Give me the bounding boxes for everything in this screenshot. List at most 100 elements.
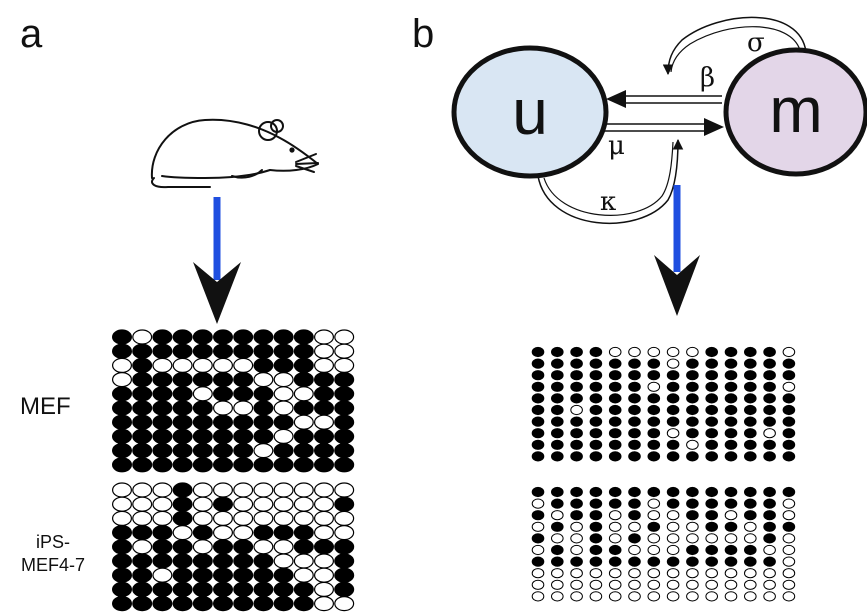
methylated-site — [744, 498, 757, 509]
unmethylated-site — [273, 510, 294, 527]
methylated-site — [570, 358, 583, 369]
unmethylated-site — [253, 482, 274, 498]
unmethylated-site — [132, 329, 153, 345]
methylated-site — [628, 393, 641, 404]
methylated-site — [589, 544, 603, 556]
methylated-site — [647, 486, 661, 498]
unmethylated-site — [666, 521, 680, 532]
methylated-site — [608, 439, 622, 450]
methylated-site — [570, 428, 583, 439]
methylated-site — [531, 556, 545, 567]
unmethylated-site — [782, 579, 796, 590]
methylated-site — [763, 556, 776, 567]
methylated-site — [213, 372, 234, 388]
methylated-site — [152, 539, 173, 555]
unmethylated-site — [782, 591, 796, 602]
unmethylated-site — [608, 591, 622, 602]
methylated-site — [705, 510, 719, 521]
methylated-site — [192, 372, 213, 388]
methylated-site — [253, 524, 274, 541]
methylated-site — [744, 416, 757, 427]
methylated-site — [686, 498, 699, 509]
methylated-site — [233, 386, 254, 402]
kappa-label: κ — [600, 187, 616, 217]
methylated-site — [570, 370, 583, 381]
methylated-site — [686, 544, 699, 556]
methylated-site — [782, 416, 796, 427]
unmethylated-site — [724, 591, 738, 602]
methylated-site — [293, 581, 314, 598]
methylated-site — [570, 510, 583, 521]
unmethylated-site — [763, 568, 776, 579]
unmethylated-site — [293, 386, 314, 402]
methylated-site — [152, 400, 173, 416]
methylated-site — [608, 428, 622, 439]
unmethylated-site — [686, 521, 699, 532]
unmethylated-site — [705, 568, 719, 579]
unmethylated-site — [608, 579, 622, 590]
methylated-site — [551, 358, 564, 369]
unmethylated-site — [763, 591, 776, 602]
mef-label: MEF — [20, 393, 71, 420]
panel-a: a MEF iPS- MEF4-7 — [20, 12, 355, 612]
methylated-site — [782, 393, 796, 404]
methylated-site — [647, 416, 661, 427]
methylated-site — [705, 428, 719, 439]
unmethylated-site — [334, 482, 355, 498]
unmethylated-site — [647, 579, 661, 590]
methylated-site — [763, 370, 776, 381]
unmethylated-site — [666, 591, 680, 602]
methylated-site — [172, 581, 193, 598]
unmethylated-site — [763, 428, 776, 439]
mu-arrow — [604, 118, 724, 136]
unmethylated-site — [531, 591, 545, 602]
methylated-site — [782, 521, 796, 532]
methylated-site — [724, 544, 738, 556]
methylated-site — [253, 343, 274, 359]
methylated-site — [531, 510, 545, 521]
methylated-site — [253, 581, 274, 598]
methylated-site — [608, 498, 622, 509]
unmethylated-site — [132, 496, 153, 512]
methylated-site — [111, 386, 132, 402]
unmethylated-site — [314, 496, 335, 512]
methylated-site — [686, 393, 699, 404]
methylated-site — [192, 524, 213, 541]
unmethylated-site — [570, 568, 583, 579]
methylated-site — [213, 581, 234, 598]
unmethylated-site — [666, 346, 680, 358]
unmethylated-site — [570, 521, 583, 532]
methylated-site — [192, 400, 213, 416]
methylated-site — [233, 428, 254, 444]
methylated-site — [608, 416, 622, 427]
methylated-site — [233, 581, 254, 598]
methylated-site — [724, 404, 738, 416]
unmethylated-site — [686, 579, 699, 590]
unmethylated-site — [152, 496, 173, 512]
unmethylated-site — [686, 439, 699, 450]
kappa-arrow — [537, 138, 684, 225]
unmethylated-site — [111, 357, 132, 373]
methylated-site — [551, 370, 564, 381]
unmethylated-site — [314, 343, 335, 359]
methylated-site — [132, 428, 153, 444]
methylated-site — [293, 539, 314, 555]
unmethylated-site — [152, 510, 173, 527]
methylated-site — [686, 486, 699, 498]
methylated-site — [666, 439, 680, 450]
methylated-site — [152, 581, 173, 598]
unmethylated-site — [314, 414, 335, 430]
methylated-site — [314, 457, 335, 473]
unmethylated-site — [666, 510, 680, 521]
methylated-site — [111, 581, 132, 598]
methylated-site — [172, 595, 193, 612]
methylated-site — [273, 524, 294, 541]
methylated-site — [782, 370, 796, 381]
unmethylated-site — [233, 482, 254, 498]
methylated-site — [628, 556, 641, 567]
unmethylated-site — [763, 544, 776, 556]
unmethylated-site — [666, 358, 680, 369]
methylated-site — [111, 457, 132, 473]
methylated-site — [763, 498, 776, 509]
methylated-site — [628, 510, 641, 521]
